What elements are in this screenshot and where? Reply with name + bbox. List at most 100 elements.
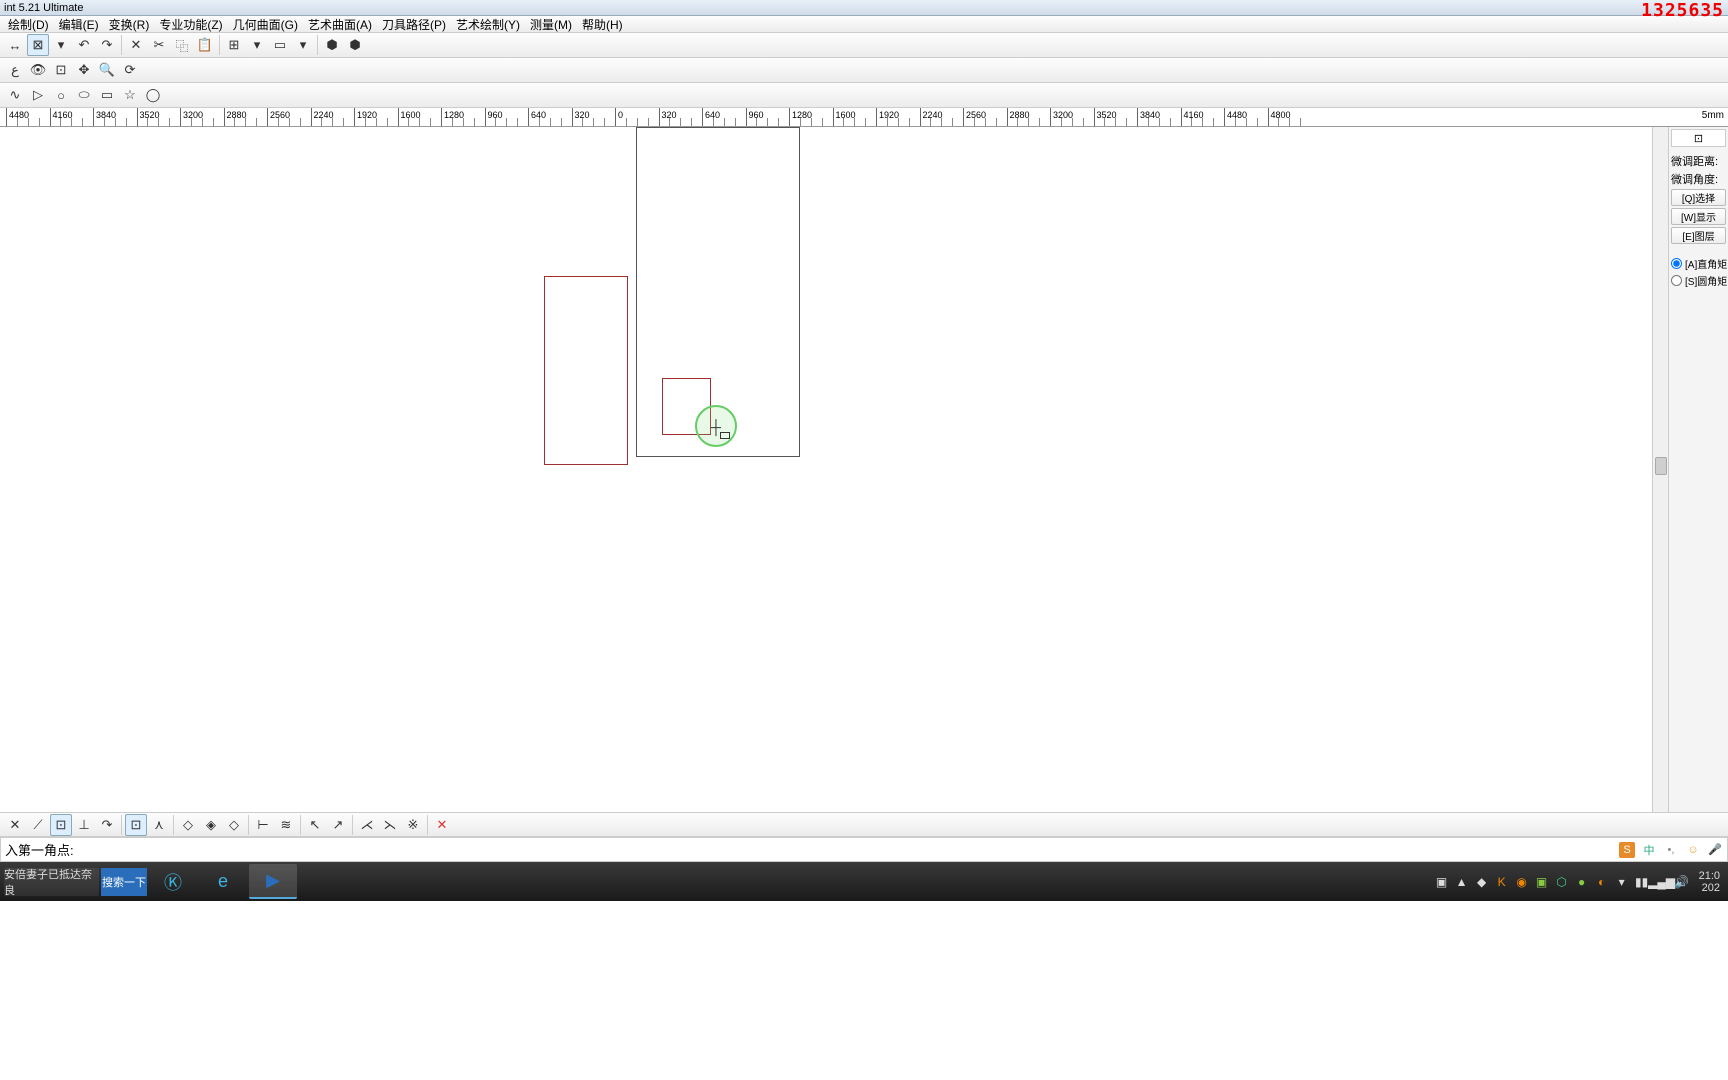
bt-5[interactable]: ↷ (96, 814, 118, 836)
bt-16[interactable]: ⋋ (379, 814, 401, 836)
ruler-minor-tick (550, 118, 551, 127)
redo[interactable]: ↷ (96, 34, 118, 56)
menu-item-1[interactable]: 编辑(E) (59, 16, 99, 33)
eye[interactable]: 👁 (27, 59, 49, 81)
bt-4[interactable]: ⊥ (73, 814, 95, 836)
ruler-minor-tick (930, 118, 931, 127)
rectangle[interactable]: ▭ (96, 84, 118, 106)
polyline[interactable]: ∿ (4, 84, 26, 106)
menu-item-3[interactable]: 专业功能(Z) (159, 16, 222, 33)
paste[interactable]: 📋 (194, 34, 216, 56)
cut[interactable]: ✂ (148, 34, 170, 56)
shield-2[interactable]: ⬢ (344, 34, 366, 56)
bt-8[interactable]: ◇ (177, 814, 199, 836)
bt-14[interactable]: ↗ (327, 814, 349, 836)
tray-9[interactable]: ◐ (1594, 874, 1610, 890)
app-d[interactable]: ▶ (249, 864, 297, 899)
select-mode-button[interactable]: [Q]选择 (1671, 189, 1726, 206)
ime-mic[interactable]: 🎤 (1707, 842, 1723, 858)
rect-type-square[interactable]: [A]直角矩 (1671, 256, 1726, 271)
bt-6[interactable]: ⊡ (125, 814, 147, 836)
bt-17[interactable]: ※ (402, 814, 424, 836)
layer[interactable]: ▭ (269, 34, 291, 56)
ruler-minor-tick (1017, 118, 1018, 127)
bt-10[interactable]: ◇ (223, 814, 245, 836)
bt-7[interactable]: ⋏ (148, 814, 170, 836)
bt-18[interactable]: ✕ (431, 814, 453, 836)
ruler-minor-tick (648, 118, 649, 127)
clock[interactable]: 21:0 202 (1695, 870, 1724, 894)
rect-type-square-radio[interactable] (1671, 258, 1682, 269)
ruler-minor-tick (778, 118, 779, 127)
shield-1[interactable]: ⬢ (321, 34, 343, 56)
app-e[interactable]: e (199, 864, 247, 899)
ime-s[interactable]: S (1619, 842, 1635, 858)
grid[interactable]: ⊞ (223, 34, 245, 56)
rect-type-rounded-radio[interactable] (1671, 275, 1682, 286)
search-box[interactable]: 搜索一下 (101, 868, 147, 896)
rect-red-left[interactable] (544, 276, 628, 465)
menu-item-9[interactable]: 帮助(H) (582, 16, 623, 33)
bt-1[interactable]: ✕ (4, 814, 26, 836)
undo[interactable]: ↶ (73, 34, 95, 56)
tray-vol[interactable]: 🔊 (1674, 874, 1690, 890)
triangle[interactable]: ▷ (27, 84, 49, 106)
tray-8[interactable]: ● (1574, 874, 1590, 890)
layer-mode-button[interactable]: [E]图层 (1671, 227, 1726, 244)
menu-item-2[interactable]: 变换(R) (109, 16, 150, 33)
lasso[interactable]: ع (4, 59, 26, 81)
canvas[interactable]: ┼ (0, 127, 1652, 812)
display-mode-button[interactable]: [W]显示 (1671, 208, 1726, 225)
ring[interactable]: ◯ (142, 84, 164, 106)
bt-12[interactable]: ≋ (275, 814, 297, 836)
ime-smile[interactable]: ☺ (1685, 842, 1701, 858)
star[interactable]: ☆ (119, 84, 141, 106)
grid-dd[interactable]: ▾ (246, 34, 268, 56)
tray-1[interactable]: ▣ (1434, 874, 1450, 890)
tray-2[interactable]: ▲ (1454, 874, 1470, 890)
bt-13[interactable]: ↖ (304, 814, 326, 836)
dropdown-1[interactable]: ▾ (50, 34, 72, 56)
menu-item-5[interactable]: 艺术曲面(A) (308, 16, 372, 33)
menu-item-6[interactable]: 刀具路径(P) (382, 16, 446, 33)
scrollbar-thumb[interactable] (1655, 457, 1667, 475)
select-tool[interactable]: ⊠ (27, 34, 49, 56)
app-k[interactable]: Ⓚ (149, 864, 197, 899)
bt-3[interactable]: ⊡ (50, 814, 72, 836)
vertical-scrollbar[interactable] (1652, 127, 1668, 812)
ime-zh[interactable]: 中 (1641, 842, 1657, 858)
menu-item-0[interactable]: 绘制(D) (8, 16, 49, 33)
ellipse[interactable]: ⬭ (73, 84, 95, 106)
ruler-minor-tick (974, 118, 975, 127)
tray-4[interactable]: K (1494, 874, 1510, 890)
bt-15[interactable]: ⋌ (356, 814, 378, 836)
rect-type-rounded[interactable]: [S]圆角矩 (1671, 273, 1726, 288)
bt-11[interactable]: ⊢ (252, 814, 274, 836)
news-widget[interactable]: 安倍妻子已抵达奈良 (4, 868, 99, 896)
bt-2[interactable]: ⟋ (27, 814, 49, 836)
tray-7[interactable]: ⬡ (1554, 874, 1570, 890)
circle[interactable]: ○ (50, 84, 72, 106)
menu-item-7[interactable]: 艺术绘制(Y) (456, 16, 520, 33)
menu-item-4[interactable]: 几何曲面(G) (233, 16, 298, 33)
tray-5[interactable]: ◉ (1514, 874, 1530, 890)
tray-sig[interactable]: ▂▄▆ (1654, 874, 1670, 890)
zoom-sel[interactable]: ⊡ (50, 59, 72, 81)
ime-punct[interactable]: •, (1663, 842, 1679, 858)
panel-tab[interactable]: ⊡ (1671, 129, 1726, 147)
command-prompt[interactable]: 入第一角点: S中•,☺🎤 (0, 837, 1728, 862)
move-tool[interactable]: ↔ (4, 34, 26, 56)
menu-item-8[interactable]: 测量(M) (530, 16, 572, 33)
layer-dd[interactable]: ▾ (292, 34, 314, 56)
pan[interactable]: ✥ (73, 59, 95, 81)
refresh[interactable]: ⟳ (119, 59, 141, 81)
delete[interactable]: ✕ (125, 34, 147, 56)
ruler-minor-tick (1257, 118, 1258, 127)
tray-6[interactable]: ▣ (1534, 874, 1550, 890)
tray-10[interactable]: ▾ (1614, 874, 1630, 890)
tray-3[interactable]: ◆ (1474, 874, 1490, 890)
ruler-tick: 320 (659, 108, 677, 127)
bt-9[interactable]: ◈ (200, 814, 222, 836)
copy[interactable]: ⿻ (171, 34, 193, 56)
zoom[interactable]: 🔍 (96, 59, 118, 81)
